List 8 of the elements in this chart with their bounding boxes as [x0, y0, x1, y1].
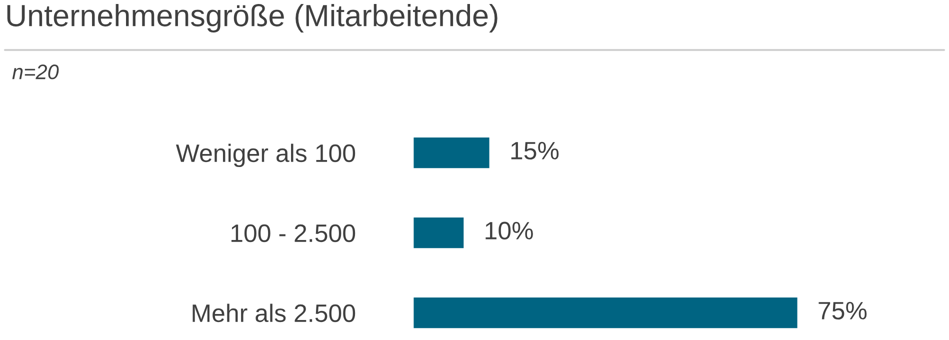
data-label: 15%	[511, 142, 559, 160]
y-tick-label: Weniger als 100	[176, 144, 356, 168]
y-tick-label: Mehr als 2.500	[192, 304, 356, 322]
data-label: 75%	[818, 302, 867, 320]
y-tick-label: 100 - 2.500	[231, 224, 356, 242]
text: n=20	[12, 64, 59, 80]
chart-title: Unternehmensgröße (Mitarbeitende)	[7, 4, 498, 32]
data-label: 10%	[486, 222, 533, 240]
